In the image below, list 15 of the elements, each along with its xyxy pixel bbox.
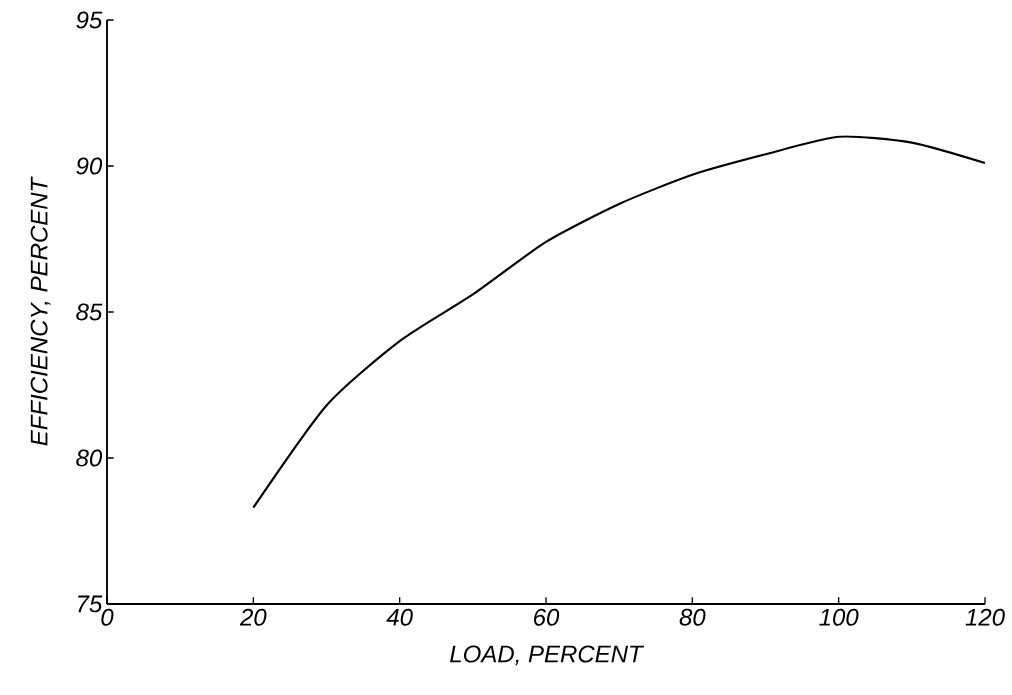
x-axis-title: LOAD, PERCENT [450, 645, 645, 666]
y-axis-title: EFFICIENCY, PERCENT [30, 176, 51, 446]
y-tick-label: 80 [76, 449, 103, 467]
x-tick-label: 100 [819, 608, 859, 626]
line-series [252, 135, 986, 509]
x-tick-label: 120 [965, 608, 1005, 626]
y-tick-label: 90 [76, 157, 103, 175]
x-tick-label: 40 [386, 608, 413, 626]
x-tick-label: 20 [239, 608, 267, 626]
x-tick-label: 60 [534, 608, 560, 626]
y-tick-label: 95 [76, 11, 103, 29]
y-tick-label: 75 [78, 595, 103, 613]
x-tick-label: 0 [101, 608, 114, 626]
y-tick-label: 85 [76, 303, 103, 321]
x-tick-label: 80 [679, 608, 706, 626]
